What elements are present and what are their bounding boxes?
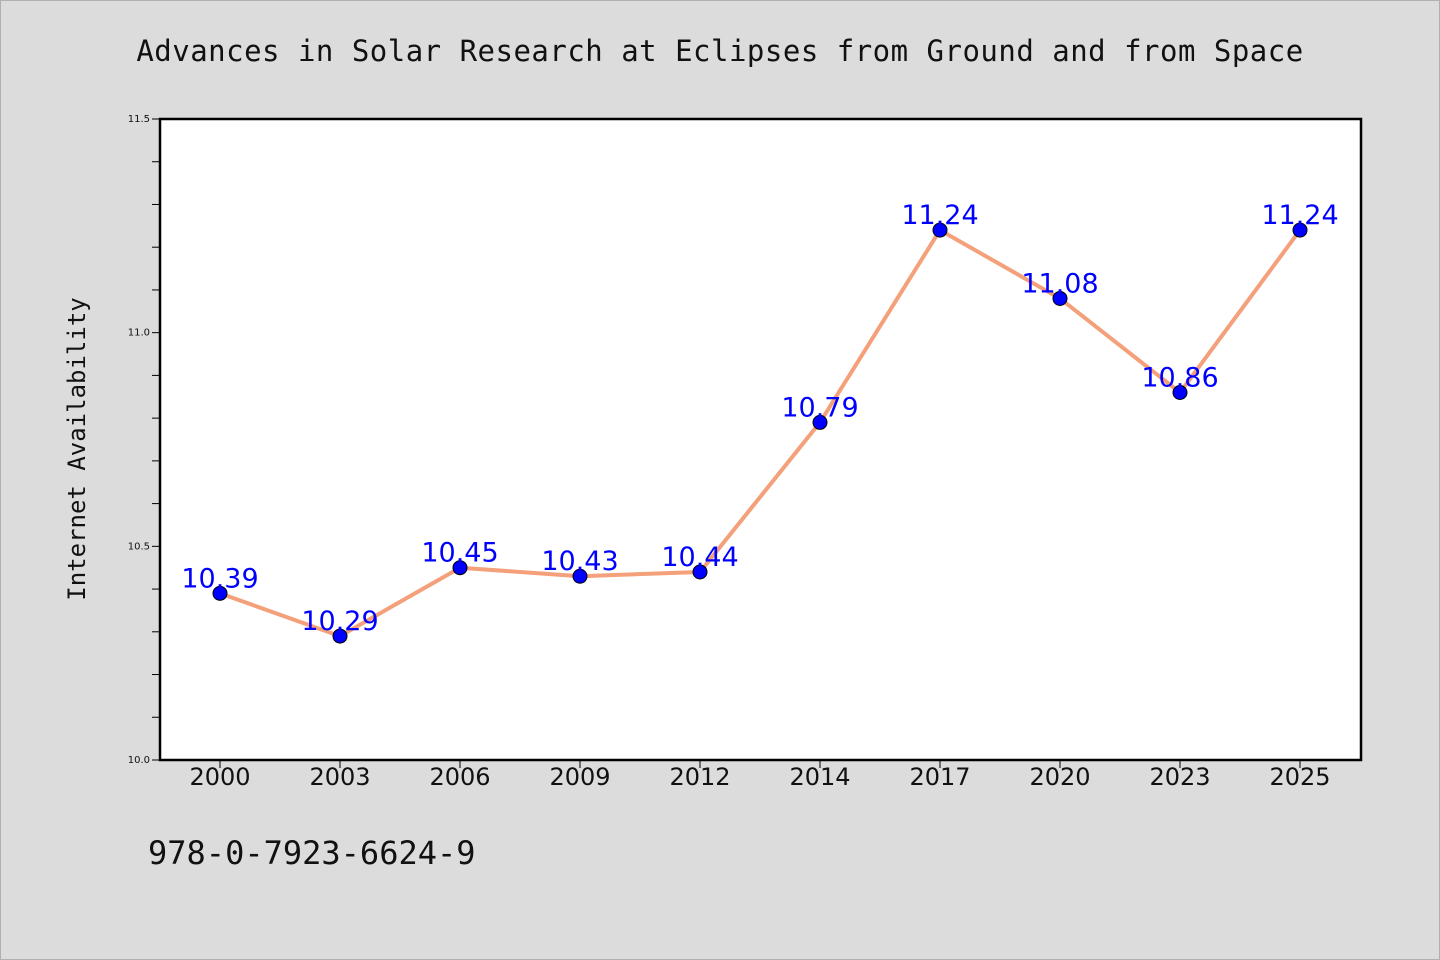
y-tick-label: 11.5 (128, 114, 150, 125)
y-tick-label: 10.0 (128, 755, 150, 766)
y-tick-label: 10.5 (128, 541, 150, 552)
data-label: 10.43 (541, 546, 618, 577)
x-tick-label: 2000 (189, 763, 250, 791)
y-axis: 10.0 10.5 11.0 11.5 (128, 114, 160, 766)
x-tick-label: 2009 (549, 763, 610, 791)
data-label: 11.24 (1261, 200, 1338, 231)
isbn-text: 978-0-7923-6624-9 (148, 834, 476, 872)
series-line (219, 228, 1302, 639)
x-tick-label: 2014 (789, 763, 850, 791)
data-label: 10.39 (181, 563, 258, 594)
data-point (332, 628, 348, 644)
data-point (212, 585, 228, 601)
data-labels: 10.39 10.29 10.45 10.43 10.44 10.79 11.24 11.08… (181, 200, 1338, 637)
data-label: 10.29 (301, 606, 378, 637)
data-label: 10.44 (661, 542, 738, 573)
plot-area (158, 117, 1363, 762)
x-axis: 2000 2003 2006 2009 2012 2014 2017 2020 2023 2025 (189, 760, 1331, 791)
data-label: 10.79 (781, 392, 858, 423)
y-axis-label: Internet Availability (63, 297, 91, 600)
data-point (1172, 384, 1188, 400)
data-point (452, 560, 468, 576)
data-point (572, 568, 588, 584)
data-label: 11.24 (901, 200, 978, 231)
data-point (692, 564, 708, 580)
data-label: 10.86 (1141, 362, 1218, 393)
x-tick-label: 2025 (1269, 763, 1330, 791)
data-markers (212, 222, 1308, 644)
x-tick-label: 2017 (909, 763, 970, 791)
data-point (932, 222, 948, 238)
x-tick-label: 2012 (669, 763, 730, 791)
x-tick-label: 2020 (1029, 763, 1090, 791)
chart-title: Advances in Solar Research at Eclipses f… (136, 34, 1304, 68)
data-point (812, 414, 828, 430)
data-label: 11.08 (1021, 268, 1098, 299)
x-tick-label: 2023 (1149, 763, 1210, 791)
x-tick-label: 2003 (309, 763, 370, 791)
y-tick-label: 11.0 (128, 328, 150, 339)
x-tick-label: 2006 (429, 763, 490, 791)
data-label: 10.45 (421, 538, 498, 569)
data-point (1052, 290, 1068, 306)
data-point (1292, 222, 1308, 238)
